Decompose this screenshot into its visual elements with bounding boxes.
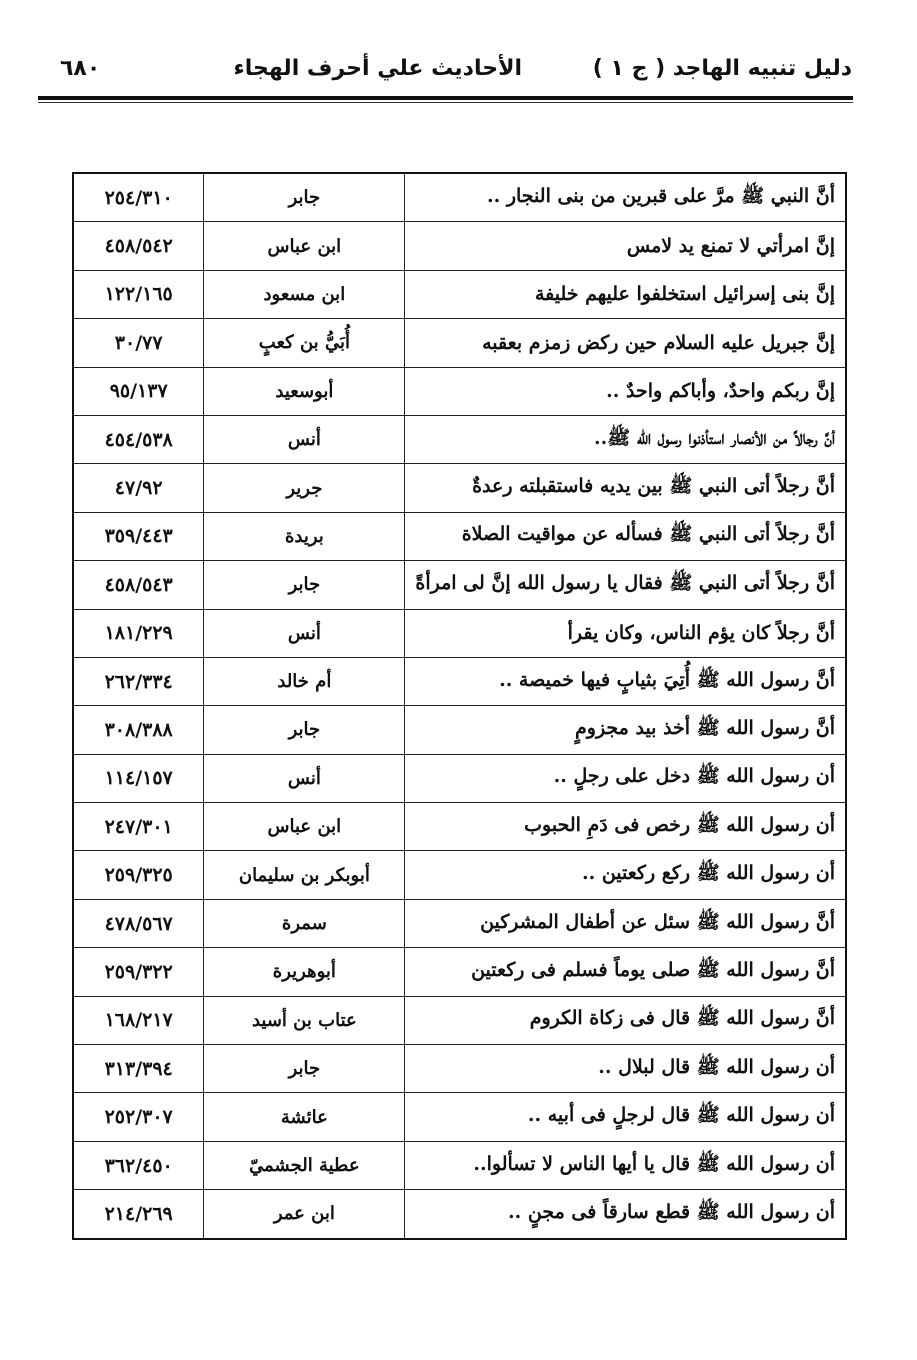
reference: ٢٥٤/٣١٠ <box>72 172 205 223</box>
reference: ٢٦٢/٣٣٤ <box>72 656 205 707</box>
narrator: أم خالد <box>203 656 406 707</box>
table-row: أن رسول الله ﷺ قطع سارقاً فى مجنٍ .. ابن … <box>72 1189 847 1240</box>
reference: ٩٥/١٣٧ <box>72 366 205 416</box>
narrator: جابر <box>203 1044 406 1094</box>
narrator: بريدة <box>203 511 406 562</box>
table-row: أنَّ النبي ﷺ مرَّ على قبرين من بنى النجا… <box>72 172 847 223</box>
narrator: أنس <box>203 608 406 658</box>
table-row: أن رسول الله ﷺ ركع ركعتين .. أبوبكر بن سل… <box>72 850 847 900</box>
narrator: أبوسعيد <box>203 366 406 416</box>
narrator: عطية الجشميّ <box>203 1140 406 1191</box>
reference: ٣٠/٧٧ <box>72 318 205 368</box>
table-row: أن رسول الله ﷺ قال لبلال .. جابر ٣١٣/٣٩٤ <box>72 1044 847 1094</box>
reference: ٣٠٨/٣٨٨ <box>72 705 205 755</box>
table-row: إنَّ ربكم واحدٌ، وأباكم واحدٌ .. أبوسعيد ٩… <box>72 366 847 416</box>
narrator: جرير <box>203 463 406 513</box>
table-row: أن رسول الله ﷺ قال لرجلٍ فى أبيه .. عائشة… <box>72 1092 847 1142</box>
page-number: ٦٨٠ <box>60 56 101 81</box>
table-row: أن رسول الله ﷺ رخص فى دَمِ الحبوب ابن عبا… <box>72 802 847 852</box>
hadith-text: أن رسول الله ﷺ ركع ركعتين .. <box>404 850 847 900</box>
reference: ٣٥٩/٤٤٣ <box>72 511 205 562</box>
reference: ٤٥٨/٥٤٢ <box>72 221 205 271</box>
hadith-text: أنَّ النبي ﷺ مرَّ على قبرين من بنى النجا… <box>404 172 847 223</box>
hadith-text: إنَّ امرأتي لا تمنع يد لامس <box>404 221 847 271</box>
header-rule-thin <box>38 102 853 103</box>
book-title: دليل تنبيه الهاجد ( ج ١ ) <box>592 56 852 81</box>
narrator: ابن عباس <box>203 221 406 271</box>
hadith-text: أنَّ رجالاً من الأنصار استأذنوا رسول الل… <box>404 414 847 465</box>
narrator: أبوهريرة <box>203 947 406 997</box>
reference: ١٢٢/١٦٥ <box>72 269 205 320</box>
page-header: دليل تنبيه الهاجد ( ج ١ ) الأحاديث علي أ… <box>40 52 852 92</box>
narrator: عائشة <box>203 1092 406 1142</box>
narrator: سمرة <box>203 898 406 949</box>
table-row: أنَّ رجالاً من الأنصار استأذنوا رسول الل… <box>72 414 847 465</box>
hadith-text: أنَّ رسول الله ﷺ قال فى زكاة الكروم <box>404 995 847 1046</box>
reference: ٢١٤/٢٦٩ <box>72 1189 205 1240</box>
reference: ١١٤/١٥٧ <box>72 753 205 804</box>
table-row: أنَّ رجلاً أتى النبي ﷺ فسأله عن مواقيت ا… <box>72 511 847 562</box>
reference: ٢٥٩/٣٢٥ <box>72 850 205 900</box>
narrator: أنس <box>203 753 406 804</box>
table-row: أنَّ رجلاً كان يؤم الناس، وكان يقرأ أنس ١٨… <box>72 608 847 658</box>
table-row: أنَّ رسول الله ﷺ قال فى زكاة الكروم عتاب … <box>72 995 847 1046</box>
hadith-text: أن رسول الله ﷺ قال لرجلٍ فى أبيه .. <box>404 1092 847 1142</box>
table-row: أنَّ رسول الله ﷺ سئل عن أطفال المشركين سم… <box>72 898 847 949</box>
reference: ٣٦٢/٤٥٠ <box>72 1140 205 1191</box>
reference: ٢٥٢/٣٠٧ <box>72 1092 205 1142</box>
narrator: جابر <box>203 705 406 755</box>
reference: ٣١٣/٣٩٤ <box>72 1044 205 1094</box>
table-row: أن رسول الله ﷺ قال يا أيها الناس لا تسأل… <box>72 1140 847 1191</box>
narrator: أُبَيُّ بن كعبٍ <box>203 318 406 368</box>
hadith-text: أن رسول الله ﷺ رخص فى دَمِ الحبوب <box>404 802 847 852</box>
table-row: أنَّ رجلاً أتى النبي ﷺ فقال يا رسول الله… <box>72 560 847 610</box>
hadith-text: إنَّ جبريل عليه السلام حين ركض زمزم بعقب… <box>404 318 847 368</box>
table-row: إنَّ امرأتي لا تمنع يد لامس ابن عباس ٤٥٨/٥… <box>72 221 847 271</box>
narrator: ابن مسعود <box>203 269 406 320</box>
narrator: عتاب بن أسيد <box>203 995 406 1046</box>
table-row: أنَّ رسول الله ﷺ صلى يوماً فسلم فى ركعتي… <box>72 947 847 997</box>
hadith-text: أنَّ رجلاً كان يؤم الناس، وكان يقرأ <box>404 608 847 658</box>
table-row: أنَّ رسول الله ﷺ أُتِيَ بثيابٍ فيها خميص… <box>72 656 847 707</box>
reference: ٤٥٨/٥٤٣ <box>72 560 205 610</box>
hadith-text: أنَّ رسول الله ﷺ أُتِيَ بثيابٍ فيها خميص… <box>404 656 847 707</box>
header-rule <box>38 96 853 100</box>
hadith-text: أن رسول الله ﷺ قال لبلال .. <box>404 1044 847 1094</box>
table-row: أنَّ رجلاً أتى النبي ﷺ بين يديه فاستقبلت… <box>72 463 847 513</box>
table-row: أن رسول الله ﷺ دخل على رجلٍ .. أنس ١١٤/١٥٧ <box>72 753 847 804</box>
table-row: إنَّ بنى إسرائيل استخلفوا عليهم خليفة ابن… <box>72 269 847 320</box>
hadith-index-table: أنَّ النبي ﷺ مرَّ على قبرين من بنى النجا… <box>72 172 847 1240</box>
table-row: إنَّ جبريل عليه السلام حين ركض زمزم بعقب… <box>72 318 847 368</box>
reference: ٢٤٧/٣٠١ <box>72 802 205 852</box>
narrator: جابر <box>203 560 406 610</box>
hadith-text: أن رسول الله ﷺ قال يا أيها الناس لا تسأل… <box>404 1140 847 1191</box>
hadith-text: أنَّ رسول الله ﷺ أخذ بيد مجزومٍ <box>404 705 847 755</box>
hadith-text: أنَّ رجلاً أتى النبي ﷺ فسأله عن مواقيت ا… <box>404 511 847 562</box>
hadith-text: إنَّ بنى إسرائيل استخلفوا عليهم خليفة <box>404 269 847 320</box>
hadith-text: إنَّ ربكم واحدٌ، وأباكم واحدٌ .. <box>404 366 847 416</box>
narrator: أنس <box>203 414 406 465</box>
reference: ٤٧/٩٢ <box>72 463 205 513</box>
hadith-text: أنَّ رجلاً أتى النبي ﷺ بين يديه فاستقبلت… <box>404 463 847 513</box>
reference: ١٦٨/٢١٧ <box>72 995 205 1046</box>
hadith-text: أنَّ رسول الله ﷺ سئل عن أطفال المشركين <box>404 898 847 949</box>
narrator: ابن عباس <box>203 802 406 852</box>
section-title: الأحاديث علي أحرف الهجاء <box>233 56 522 81</box>
narrator: أبوبكر بن سليمان <box>203 850 406 900</box>
hadith-text: أن رسول الله ﷺ قطع سارقاً فى مجنٍ .. <box>404 1189 847 1240</box>
narrator: جابر <box>203 172 406 223</box>
reference: ٤٧٨/٥٦٧ <box>72 898 205 949</box>
hadith-text: أنَّ رسول الله ﷺ صلى يوماً فسلم فى ركعتي… <box>404 947 847 997</box>
reference: ١٨١/٢٢٩ <box>72 608 205 658</box>
reference: ٢٥٩/٣٢٢ <box>72 947 205 997</box>
hadith-text: أنَّ رجلاً أتى النبي ﷺ فقال يا رسول الله… <box>404 560 847 610</box>
table-row: أنَّ رسول الله ﷺ أخذ بيد مجزومٍ جابر ٣٠٨/٣… <box>72 705 847 755</box>
hadith-text: أن رسول الله ﷺ دخل على رجلٍ .. <box>404 753 847 804</box>
reference: ٤٥٤/٥٣٨ <box>72 414 205 465</box>
narrator: ابن عمر <box>203 1189 406 1240</box>
